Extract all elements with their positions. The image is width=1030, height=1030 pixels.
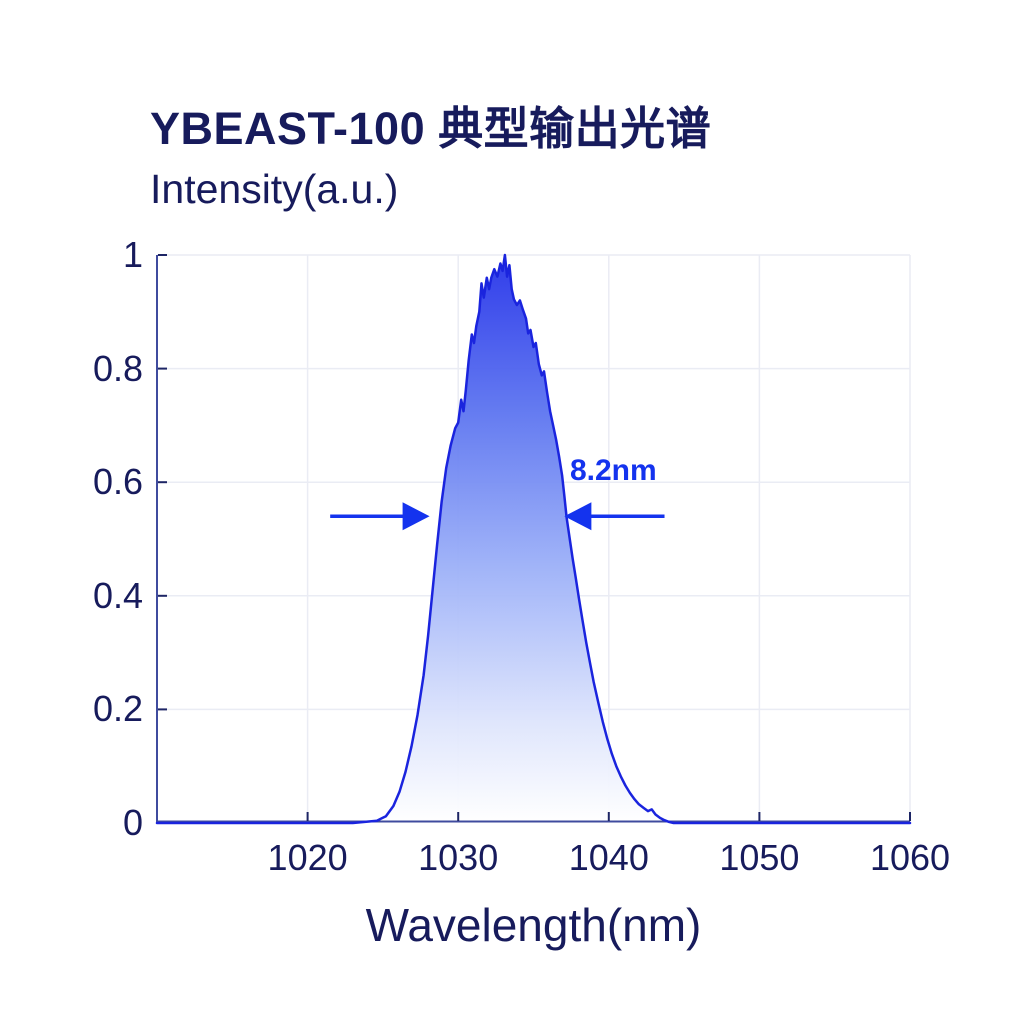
x-tick-label: 1060 xyxy=(869,837,951,878)
y-tick-label: 0 xyxy=(122,802,143,843)
x-tick-label: 1050 xyxy=(719,837,800,878)
x-tick-label: 1030 xyxy=(418,837,499,878)
x-tick-label: 1020 xyxy=(267,837,348,878)
fwhm-left-arrowhead xyxy=(402,502,430,531)
spectrum-area-fill xyxy=(157,255,910,823)
y-axis-title: Intensity(a.u.) xyxy=(150,166,399,212)
y-tick-label: 0.2 xyxy=(92,688,143,730)
x-tick-label: 1040 xyxy=(568,837,649,878)
y-tick-label: 0.4 xyxy=(92,574,143,616)
y-tick-label: 1 xyxy=(122,234,143,275)
spectrum-curve xyxy=(155,253,912,825)
chart-title: YBEAST-100 典型输出光谱 xyxy=(150,103,712,154)
fwhm-right-arrowhead xyxy=(564,502,592,531)
fwhm-annotation-label: 8.2nm xyxy=(569,453,657,487)
y-tick-label: 0.8 xyxy=(92,347,143,389)
x-axis-title: Wavelength(nm) xyxy=(365,899,702,951)
y-tick-label: 0.6 xyxy=(92,461,143,503)
